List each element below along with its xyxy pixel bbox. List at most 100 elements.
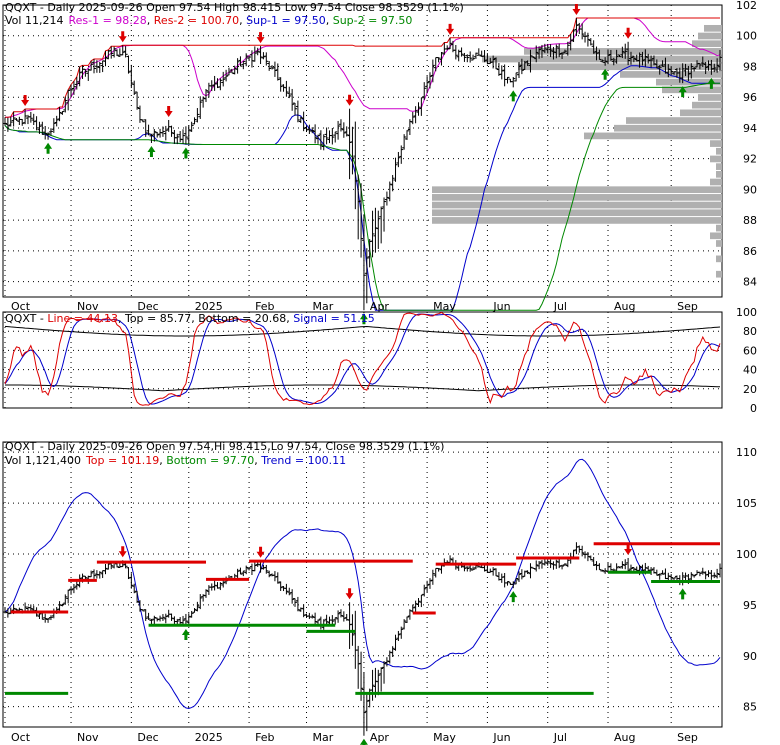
volume-profile-bar xyxy=(698,94,722,101)
panel1-res2: Res-2 = 100.70 xyxy=(154,14,239,27)
sell-arrow xyxy=(624,543,633,555)
level-segments-panel3 xyxy=(5,542,720,695)
panel1-x-tick-label: Dec xyxy=(137,300,158,313)
volume-profile-bar xyxy=(626,117,722,124)
volume-profile-bar xyxy=(518,63,722,71)
volume-profile-bar xyxy=(692,40,722,48)
panel1-x-tick-label: Aug xyxy=(614,300,635,313)
volume-profile-bar xyxy=(692,101,722,109)
oscillator-signal-line xyxy=(4,313,721,405)
panel1-header-row: Vol 11,214 Res-1 = 98.28, Res-2 = 100.70,… xyxy=(5,14,412,27)
volume-profile-bar xyxy=(710,140,722,147)
sell-arrow xyxy=(118,31,127,43)
buy-arrow xyxy=(44,142,53,154)
sell-arrow xyxy=(345,588,354,600)
signal-arrows-panel1 xyxy=(21,3,716,325)
panel3-x-tick-label: Feb xyxy=(255,731,274,744)
panel1-sup1: Sup-1 = 97.50 xyxy=(246,14,326,27)
panel1-x-tick-label: Apr xyxy=(370,300,390,313)
volume-profile-bar xyxy=(584,132,722,140)
sell-arrow xyxy=(446,23,455,35)
panel2-bottom: Bottom = 20.68 xyxy=(198,312,286,325)
panel3-y-tick-label: 85 xyxy=(743,701,757,714)
trend-envelope-line xyxy=(4,458,721,710)
panel2-y-tick-label: 40 xyxy=(743,364,757,377)
panel1-x-tick-label: 2025 xyxy=(195,300,223,313)
sell-arrow xyxy=(572,3,581,15)
panel3-header-row: Vol 1,121,400 Top = 101.19, Bottom = 97.7… xyxy=(5,454,346,467)
panel3-x-tick-label: Jul xyxy=(553,731,567,744)
panel3-y-tick-label: 95 xyxy=(743,599,757,612)
panel3-x-tick-label: 2025 xyxy=(195,731,223,744)
volume-profile-bar xyxy=(432,194,722,201)
panel1-sup2: Sup-2 = 97.50 xyxy=(333,14,413,27)
volume-profile-bar xyxy=(614,124,722,132)
buy-arrow xyxy=(509,90,518,102)
panel3-x-tick-label: Sep xyxy=(677,731,698,744)
panel2-line: Line = 44.13 xyxy=(47,312,118,325)
panel1-x-tick-label: May xyxy=(433,300,456,313)
panel3-y-tick-label: 105 xyxy=(736,497,757,510)
oscillator-top-line xyxy=(4,325,721,337)
price-bars-panel3 xyxy=(3,542,722,736)
panel3-x-tick-label: Apr xyxy=(370,731,390,744)
panel3-x-tick-label: May xyxy=(433,731,456,744)
panel1-x-tick-label: Nov xyxy=(77,300,99,313)
buy-arrow xyxy=(181,629,190,641)
price-bars-panel1 xyxy=(3,17,722,311)
support-line xyxy=(4,82,720,311)
sell-arrow xyxy=(624,27,633,39)
panel1-y-tick-label: 100 xyxy=(736,30,757,43)
panel1-x-tick-label: Oct xyxy=(11,300,31,313)
panel2-y-tick-label: 20 xyxy=(743,383,757,396)
oscillator-line xyxy=(4,311,721,406)
resistance-line xyxy=(5,17,720,118)
oscillator-bottom-line xyxy=(5,384,721,392)
panel1-res1: Res-1 = 98.28 xyxy=(68,14,146,27)
panel1-title: QQXT - Daily 2025-09-26 Open 97.54 High … xyxy=(5,1,464,14)
panel1-y-tick-label: 94 xyxy=(743,122,757,135)
panel2-header: QQXT - Line = 44.13, Top = 85.77, Bottom… xyxy=(5,312,375,325)
panel3-x-tick-label: Nov xyxy=(77,731,99,744)
panel1-x-tick-label: Feb xyxy=(255,300,274,313)
panel3-x-tick-label: Oct xyxy=(11,731,31,744)
panel3-y-tick-label: 110 xyxy=(736,446,757,459)
buy-arrow xyxy=(707,77,716,89)
panel3-x-tick-label: Aug xyxy=(614,731,635,744)
tick-label-layer: 84 86 88 90 92 94 96 98 100 102 0 20 40 60 80 100 85 90 95… xyxy=(11,0,757,744)
panel2-name: QQXT - xyxy=(5,312,47,325)
volume-profile-bar xyxy=(716,240,722,247)
volume-profile-bar xyxy=(716,224,722,232)
buy-arrow xyxy=(359,313,368,325)
buy-arrow xyxy=(678,86,687,98)
panel1-y-tick-label: 84 xyxy=(743,276,757,289)
panel1-x-tick-label: Jun xyxy=(492,300,510,313)
volume-profile-bar xyxy=(716,170,722,178)
sell-arrow xyxy=(164,105,173,117)
panel3-trend: Trend = 100.11 xyxy=(260,454,346,467)
panel2-y-tick-label: 60 xyxy=(743,344,757,357)
volume-profile-bar xyxy=(710,178,722,186)
volume-profile-bar xyxy=(716,147,722,155)
panel3-vol: Vol 1,121,400 xyxy=(5,454,81,467)
panel2-top: Top = 85.77 xyxy=(124,312,191,325)
panel1-y-tick-label: 98 xyxy=(743,60,757,73)
volume-profile-bar xyxy=(680,109,722,117)
panel1-y-tick-label: 96 xyxy=(743,91,757,104)
panel3-frame xyxy=(2,441,723,728)
volume-profile-bar xyxy=(698,32,722,40)
data-layer xyxy=(3,3,722,745)
volume-profile-bar xyxy=(704,24,722,32)
panel1-y-tick-label: 90 xyxy=(743,183,757,196)
panel2-signal: Signal = 51.15 xyxy=(293,312,375,325)
sell-arrow xyxy=(118,546,127,558)
buy-arrow xyxy=(359,738,368,745)
sell-arrow xyxy=(345,94,354,106)
volume-profile-bar xyxy=(662,86,722,94)
sell-arrow xyxy=(256,546,265,558)
panel2-y-tick-label: 100 xyxy=(736,306,757,319)
volume-profile-bar xyxy=(716,270,722,278)
buy-arrow xyxy=(601,68,610,80)
volume-profile-bar xyxy=(716,255,722,263)
panel1-y-tick-label: 86 xyxy=(743,245,757,258)
